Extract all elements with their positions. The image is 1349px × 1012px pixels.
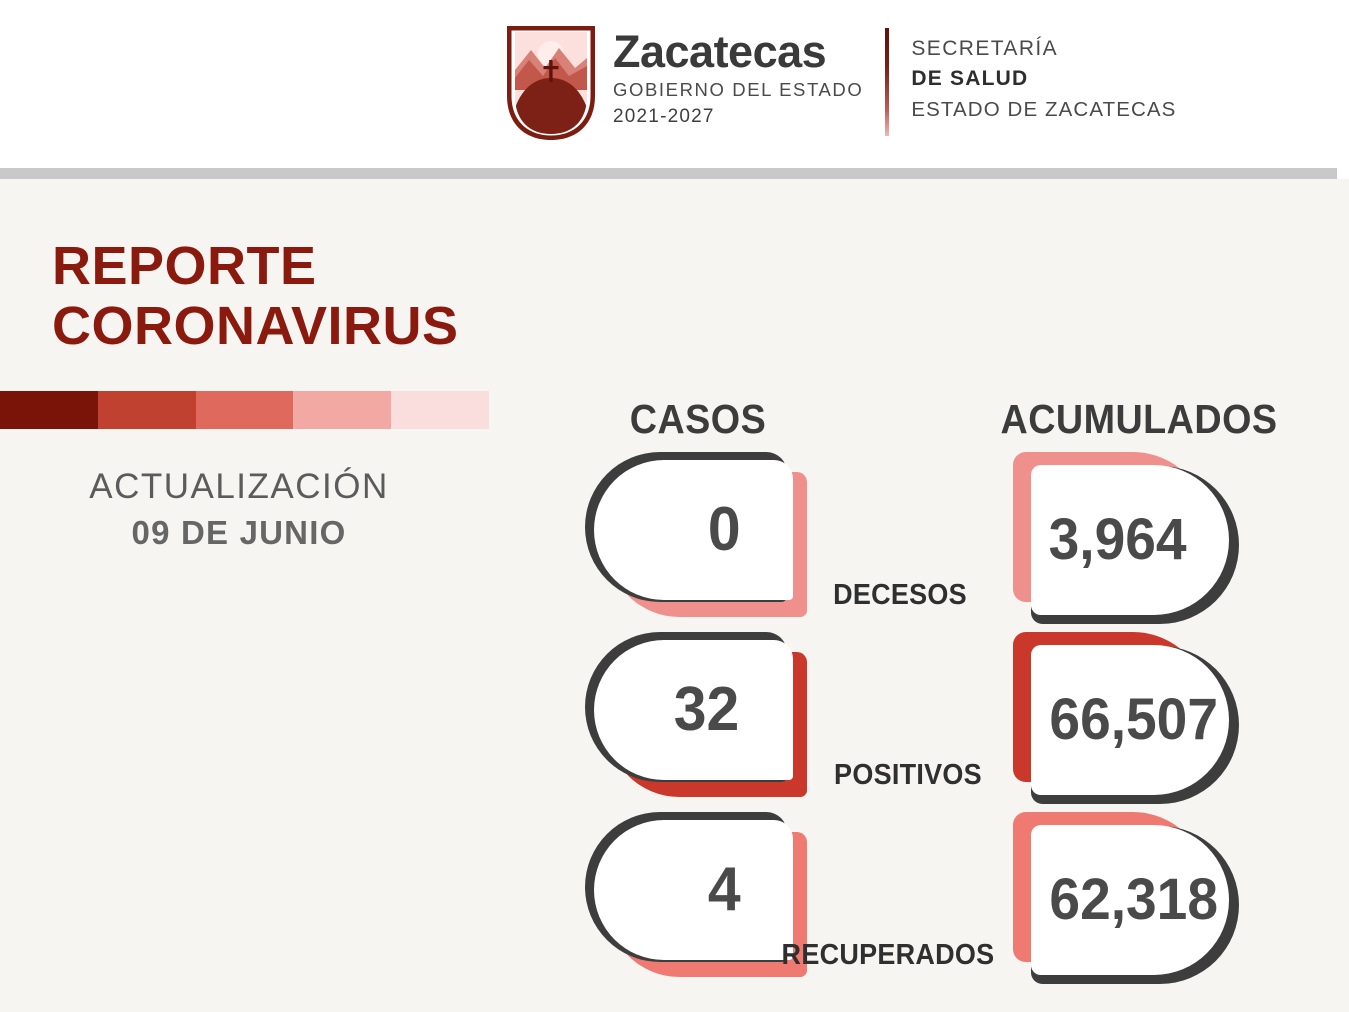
- cases-bubble-shell: 32: [594, 640, 793, 780]
- accumulated-bubble-decesos: 3,964: [1013, 452, 1243, 632]
- stat-row: 32 POSITIVOS 66,507: [0, 632, 1349, 804]
- page-title-line-2: CORONAVIRUS: [52, 296, 459, 357]
- zacatecas-shield-icon: [505, 24, 597, 142]
- cases-value: 0: [707, 495, 741, 564]
- accumulated-bubble-positivos: 66,507: [1013, 632, 1243, 812]
- column-heading-casos: CASOS: [629, 396, 767, 442]
- update-label: ACTUALIZACIÓN: [89, 467, 389, 506]
- page-header: Zacatecas GOBIERNO DEL ESTADO 2021-2027 …: [0, 0, 1349, 170]
- agency-line-3: ESTADO DE ZACATECAS: [911, 97, 1177, 121]
- accumulated-bubble-shell: 3,964: [1031, 465, 1229, 615]
- wordmark-period: 2021-2027: [613, 106, 715, 128]
- header-rule: [0, 168, 1337, 179]
- cases-value: 4: [707, 855, 741, 924]
- agency-line-2: DE SALUD: [911, 67, 1029, 91]
- accumulated-value: 62,318: [1049, 867, 1218, 932]
- accumulated-bubble-shell: 66,507: [1031, 645, 1229, 795]
- stat-row: 4 RECUPERADOS 62,318: [0, 812, 1349, 984]
- stat-label-decesos: DECESOS: [833, 579, 967, 611]
- update-date: 09 DE JUNIO: [131, 514, 347, 552]
- swatch-4: [293, 391, 392, 429]
- swatch-1: [0, 391, 98, 429]
- cases-bubble-shell: 4: [594, 820, 793, 960]
- cases-bubble-decesos: 0: [585, 452, 807, 617]
- accumulated-value: 66,507: [1049, 687, 1218, 752]
- agency-block: SECRETARÍA DE SALUD ESTADO DE ZACATECAS: [911, 24, 1176, 125]
- stat-label-recuperados: RECUPERADOS: [781, 939, 995, 971]
- color-swatch-bar: [0, 391, 489, 429]
- page-title: REPORTE CORONAVIRUS: [52, 236, 459, 357]
- stat-label-positivos: POSITIVOS: [834, 759, 982, 791]
- accumulated-value: 3,964: [1048, 507, 1187, 572]
- swatch-3: [195, 391, 294, 429]
- cases-bubble-positivos: 32: [585, 632, 807, 797]
- swatch-2: [97, 391, 196, 429]
- zacatecas-wordmark: Zacatecas GOBIERNO DEL ESTADO 2021-2027: [613, 24, 863, 128]
- column-heading-acumulados: ACUMULADOS: [1000, 396, 1278, 442]
- accumulated-bubble-shell: 62,318: [1031, 825, 1229, 975]
- stat-row: 0 DECESOS 3,964: [0, 452, 1349, 624]
- page-title-line-1: REPORTE: [52, 236, 317, 296]
- cases-value: 32: [673, 675, 740, 744]
- accumulated-bubble-recuperados: 62,318: [1013, 812, 1243, 992]
- wordmark-subtitle: GOBIERNO DEL ESTADO: [613, 79, 864, 101]
- update-block: ACTUALIZACIÓN 09 DE JUNIO: [44, 466, 434, 554]
- header-vertical-divider: [885, 28, 890, 136]
- agency-line-1: SECRETARÍA: [911, 37, 1059, 60]
- wordmark-title: Zacatecas: [613, 26, 827, 77]
- cases-bubble-recuperados: 4: [585, 812, 807, 977]
- cases-bubble-shell: 0: [594, 460, 793, 600]
- swatch-5: [391, 391, 489, 429]
